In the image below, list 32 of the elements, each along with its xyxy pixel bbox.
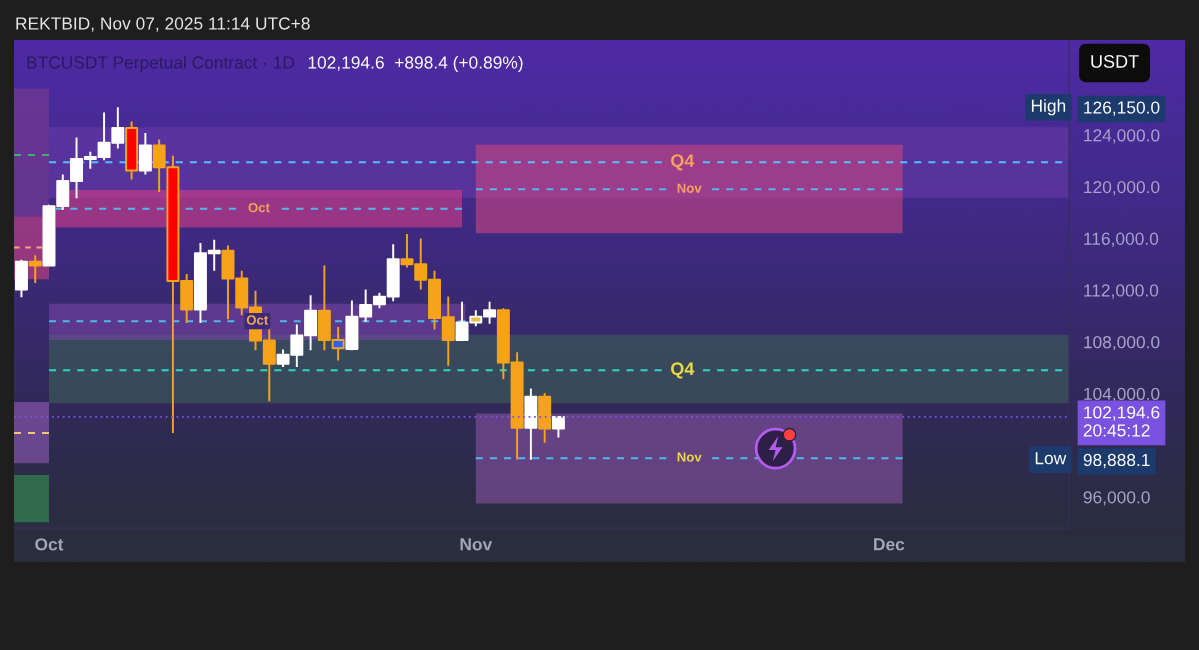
y-tick-label: 96,000.0 [1083, 491, 1150, 506]
candlestick [125, 120, 139, 181]
x-tick-label: Nov [460, 538, 493, 551]
annotation: Low [1035, 452, 1067, 465]
candlestick [524, 387, 538, 461]
y-tick-label: 108,000.0 [1084, 336, 1160, 351]
candlestick [14, 258, 28, 299]
series-label: Nov [677, 452, 702, 462]
x-tick-label: Dec [874, 538, 905, 551]
y-tick-label: 120,000.0 [1084, 180, 1160, 196]
y-tick-label: 104,000.0 [1084, 387, 1160, 403]
y-tick-label: 112,000.0 [1084, 284, 1159, 299]
text: REKTBID, Nov 07, 2025 11:14 UTC+8 [16, 17, 310, 32]
candlestick [538, 391, 552, 444]
ref-line-label: 102,194.6 20:45:12 [1083, 406, 1160, 437]
x-tick-label: Oct [35, 538, 64, 551]
series-label: Oct [248, 202, 270, 213]
candlestick [551, 415, 565, 439]
y-axis-title: USDT [1091, 55, 1139, 68]
series-label: Q4 [671, 154, 695, 171]
series-label: Nov [677, 183, 702, 193]
series-label: Q4 [671, 362, 695, 379]
series-label: Oct [246, 315, 269, 325]
y-tick-label: 116,000.0 [1084, 232, 1159, 247]
text: 102,194.6 +898.4 (+0.89%) [308, 55, 523, 73]
text: BTCUSDT Perpetual Contract · 1D [27, 55, 295, 73]
y-tick-label: 124,000.0 [1084, 129, 1160, 144]
y-tick-label: 98,888.1 [1083, 453, 1150, 469]
annotation: High [1031, 99, 1066, 116]
candlestick [28, 254, 42, 284]
y-tick-label: 126,150.0 [1084, 101, 1160, 116]
candlestick [138, 132, 152, 176]
